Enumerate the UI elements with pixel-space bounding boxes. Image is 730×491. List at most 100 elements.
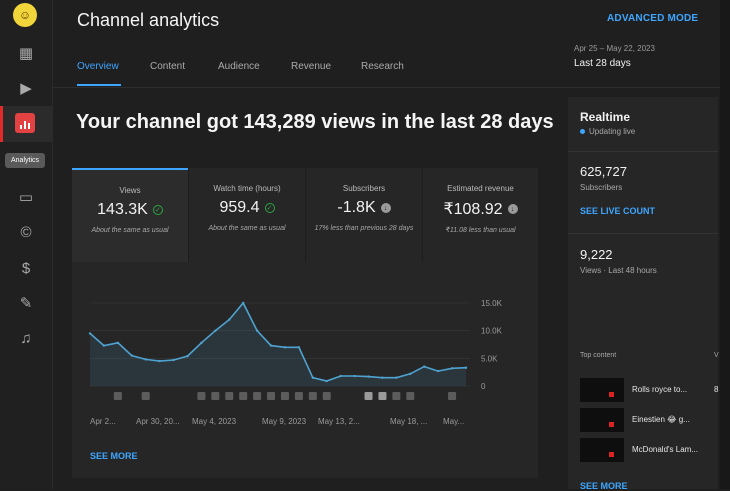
divider xyxy=(305,168,306,262)
data-point[interactable] xyxy=(283,346,287,349)
see-more-link[interactable]: SEE MORE xyxy=(90,451,138,461)
metric-label: Watch time (hours) xyxy=(213,184,281,193)
metric-note: About the same as usual xyxy=(91,227,169,234)
video-upload-marker[interactable] xyxy=(322,392,331,400)
subtitles-icon[interactable]: ▭ xyxy=(18,189,34,206)
video-thumbnail[interactable] xyxy=(580,438,624,462)
data-point[interactable] xyxy=(186,354,189,358)
tab-overview[interactable]: Overview xyxy=(77,61,119,72)
video-upload-marker[interactable] xyxy=(406,392,415,400)
data-point[interactable] xyxy=(88,332,92,335)
data-point[interactable] xyxy=(464,366,468,369)
data-point[interactable] xyxy=(200,341,203,345)
realtime-subscribers-label: Subscribers xyxy=(580,183,623,192)
video-upload-marker[interactable] xyxy=(308,392,317,400)
video-upload-marker[interactable] xyxy=(280,392,289,400)
data-point[interactable] xyxy=(116,341,120,345)
data-point[interactable] xyxy=(450,367,454,370)
data-point[interactable] xyxy=(144,358,147,361)
y-tick-label: 5.0K xyxy=(481,354,498,363)
metric-subscribers[interactable]: Subscribers -1.8K ↓ 17% less than previou… xyxy=(306,168,422,262)
realtime-views: 9,222 xyxy=(580,247,613,262)
views-chart[interactable]: 15.0K 10.0K 5.0K 0 Apr 2... Apr 30, 20... May … xyxy=(72,262,538,437)
video-upload-marker[interactable] xyxy=(294,392,303,400)
data-point[interactable] xyxy=(409,372,412,376)
see-live-count-link[interactable]: SEE LIVE COUNT xyxy=(580,206,656,216)
x-tick-label: May 18, ... xyxy=(390,417,427,426)
realtime-status: Updating live xyxy=(580,127,635,136)
metric-watch-time[interactable]: Watch time (hours) 959.4 ✓ About the same… xyxy=(189,168,305,262)
audio-library-icon[interactable]: ♫ xyxy=(20,329,32,347)
video-upload-marker[interactable] xyxy=(197,392,206,400)
dashboard-icon[interactable]: ▦ xyxy=(18,45,34,62)
metric-note: About the same as usual xyxy=(208,225,286,232)
data-point[interactable] xyxy=(130,354,133,357)
data-point[interactable] xyxy=(311,376,315,379)
x-tick-label: Apr 30, 20... xyxy=(136,417,180,426)
video-upload-marker[interactable] xyxy=(239,392,248,400)
scrollbar[interactable] xyxy=(720,0,730,489)
video-upload-marker[interactable] xyxy=(364,392,373,400)
video-upload-marker[interactable] xyxy=(448,392,457,400)
video-upload-marker[interactable] xyxy=(392,392,401,400)
content-icon[interactable]: ▶ xyxy=(20,80,32,97)
video-upload-marker[interactable] xyxy=(267,392,276,400)
earn-icon[interactable]: $ xyxy=(21,259,31,277)
data-point[interactable] xyxy=(325,379,328,383)
metric-revenue[interactable]: Estimated revenue ₹108.92 ↓ ₹11.08 less t… xyxy=(423,168,538,262)
data-point[interactable] xyxy=(228,318,231,321)
data-point[interactable] xyxy=(269,344,273,347)
metric-views[interactable]: Views 143.3K ✓ About the same as usual xyxy=(72,168,188,262)
realtime-see-more-link[interactable]: SEE MORE xyxy=(580,481,628,491)
series-line[interactable] xyxy=(89,301,467,382)
data-point[interactable] xyxy=(381,376,384,379)
data-point[interactable] xyxy=(423,365,426,368)
video-thumbnail[interactable] xyxy=(580,378,624,402)
realtime-status-text: Updating live xyxy=(589,127,636,136)
metric-label: Estimated revenue xyxy=(447,184,514,193)
left-rail xyxy=(0,0,53,489)
page-title: Channel analytics xyxy=(77,10,220,30)
video-thumbnail[interactable] xyxy=(580,408,624,432)
realtime-subscribers: 625,727 xyxy=(580,164,627,179)
copyright-icon[interactable]: © xyxy=(20,223,32,241)
data-point[interactable] xyxy=(214,329,217,332)
arrow-down-icon: ↓ xyxy=(507,204,518,214)
channel-avatar[interactable]: ☺ xyxy=(13,3,37,27)
data-point[interactable] xyxy=(102,344,106,347)
divider xyxy=(568,233,718,234)
video-upload-marker[interactable] xyxy=(113,392,122,400)
data-point[interactable] xyxy=(172,358,175,362)
data-point[interactable] xyxy=(353,374,356,378)
top-content-title[interactable]: McDonald's Lam... xyxy=(632,445,698,454)
video-upload-marker[interactable] xyxy=(253,392,262,400)
data-point[interactable] xyxy=(395,376,398,379)
divider xyxy=(188,168,189,262)
series-area xyxy=(90,303,466,386)
top-content-title[interactable]: Rolls royce to... xyxy=(632,385,688,394)
tab-research[interactable]: Research xyxy=(361,61,404,72)
active-tab-indicator xyxy=(77,84,121,86)
metric-note: ₹11.08 less than usual xyxy=(445,227,516,234)
date-range[interactable]: Apr 25 – May 22, 2023 xyxy=(574,44,655,53)
tab-audience[interactable]: Audience xyxy=(218,61,260,72)
tab-content[interactable]: Content xyxy=(150,61,186,72)
data-point[interactable] xyxy=(436,369,440,373)
data-point[interactable] xyxy=(241,301,245,305)
video-upload-marker[interactable] xyxy=(378,392,387,400)
advanced-mode-button[interactable]: ADVANCED MODE xyxy=(607,13,699,24)
data-point[interactable] xyxy=(339,374,342,378)
top-content-title[interactable]: Einestien 😂 g... xyxy=(632,415,690,424)
data-point[interactable] xyxy=(255,329,259,332)
video-upload-marker[interactable] xyxy=(141,392,150,400)
data-point[interactable] xyxy=(297,346,301,349)
tab-revenue[interactable]: Revenue xyxy=(291,61,332,72)
header-divider xyxy=(52,87,720,88)
analytics-icon[interactable] xyxy=(15,113,35,133)
video-upload-marker[interactable] xyxy=(211,392,220,400)
video-upload-marker[interactable] xyxy=(225,392,234,400)
period-selector[interactable]: Last 28 days xyxy=(574,58,631,69)
data-point[interactable] xyxy=(367,375,370,378)
data-point[interactable] xyxy=(158,359,161,363)
customization-icon[interactable]: ✎ xyxy=(19,295,33,312)
